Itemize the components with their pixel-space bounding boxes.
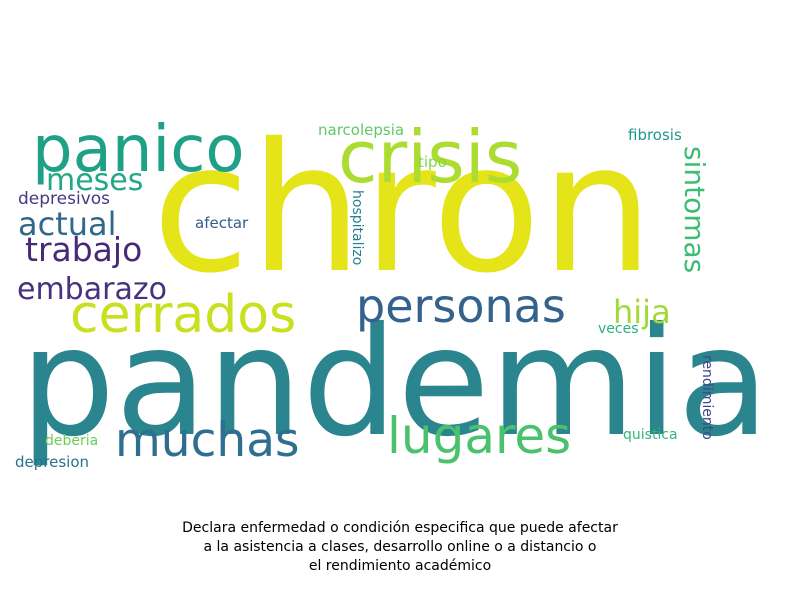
word-pandemia: pandemia [20, 296, 770, 470]
word-quistica: quistica [623, 427, 678, 443]
word-hija: hija [613, 293, 671, 331]
word-panico: panico [32, 113, 245, 187]
word-muchas: muchas [115, 413, 300, 468]
caption-line-1: Declara enfermedad o condición especific… [182, 520, 618, 536]
word-chron: chron [152, 105, 654, 312]
word-deberia: deberia [45, 433, 99, 449]
word-hospitalizo: hospitalizo [349, 190, 365, 266]
word-cerrados: cerrados [70, 285, 297, 345]
word-veces: veces [598, 321, 639, 337]
word-narcolepsia: narcolepsia [318, 121, 405, 139]
word-actual: actual [18, 205, 117, 243]
word-rendimiento: rendimiento [699, 355, 715, 440]
word-trabajo: trabajo [25, 230, 143, 269]
word-sintomas: sintomas [678, 146, 711, 274]
caption-line-2: a la asistencia a clases, desarrollo onl… [203, 539, 597, 555]
caption-line-3: el rendimiento académico [308, 558, 492, 574]
word-personas: personas [356, 279, 566, 333]
word-depresivos: depresivos [18, 189, 111, 209]
word-tipo: tipo [418, 153, 447, 171]
word-fibrosis: fibrosis [628, 126, 682, 144]
word-depresion: depresion [15, 453, 90, 471]
word-embarazo: embarazo [17, 272, 167, 307]
word-afectar: afectar [195, 214, 249, 232]
word-crisis: crisis [338, 115, 523, 199]
word-meses: meses [46, 163, 144, 198]
figure-caption: Declara enfermedad o condición especific… [150, 519, 650, 576]
word-lugares: lugares [387, 407, 572, 465]
